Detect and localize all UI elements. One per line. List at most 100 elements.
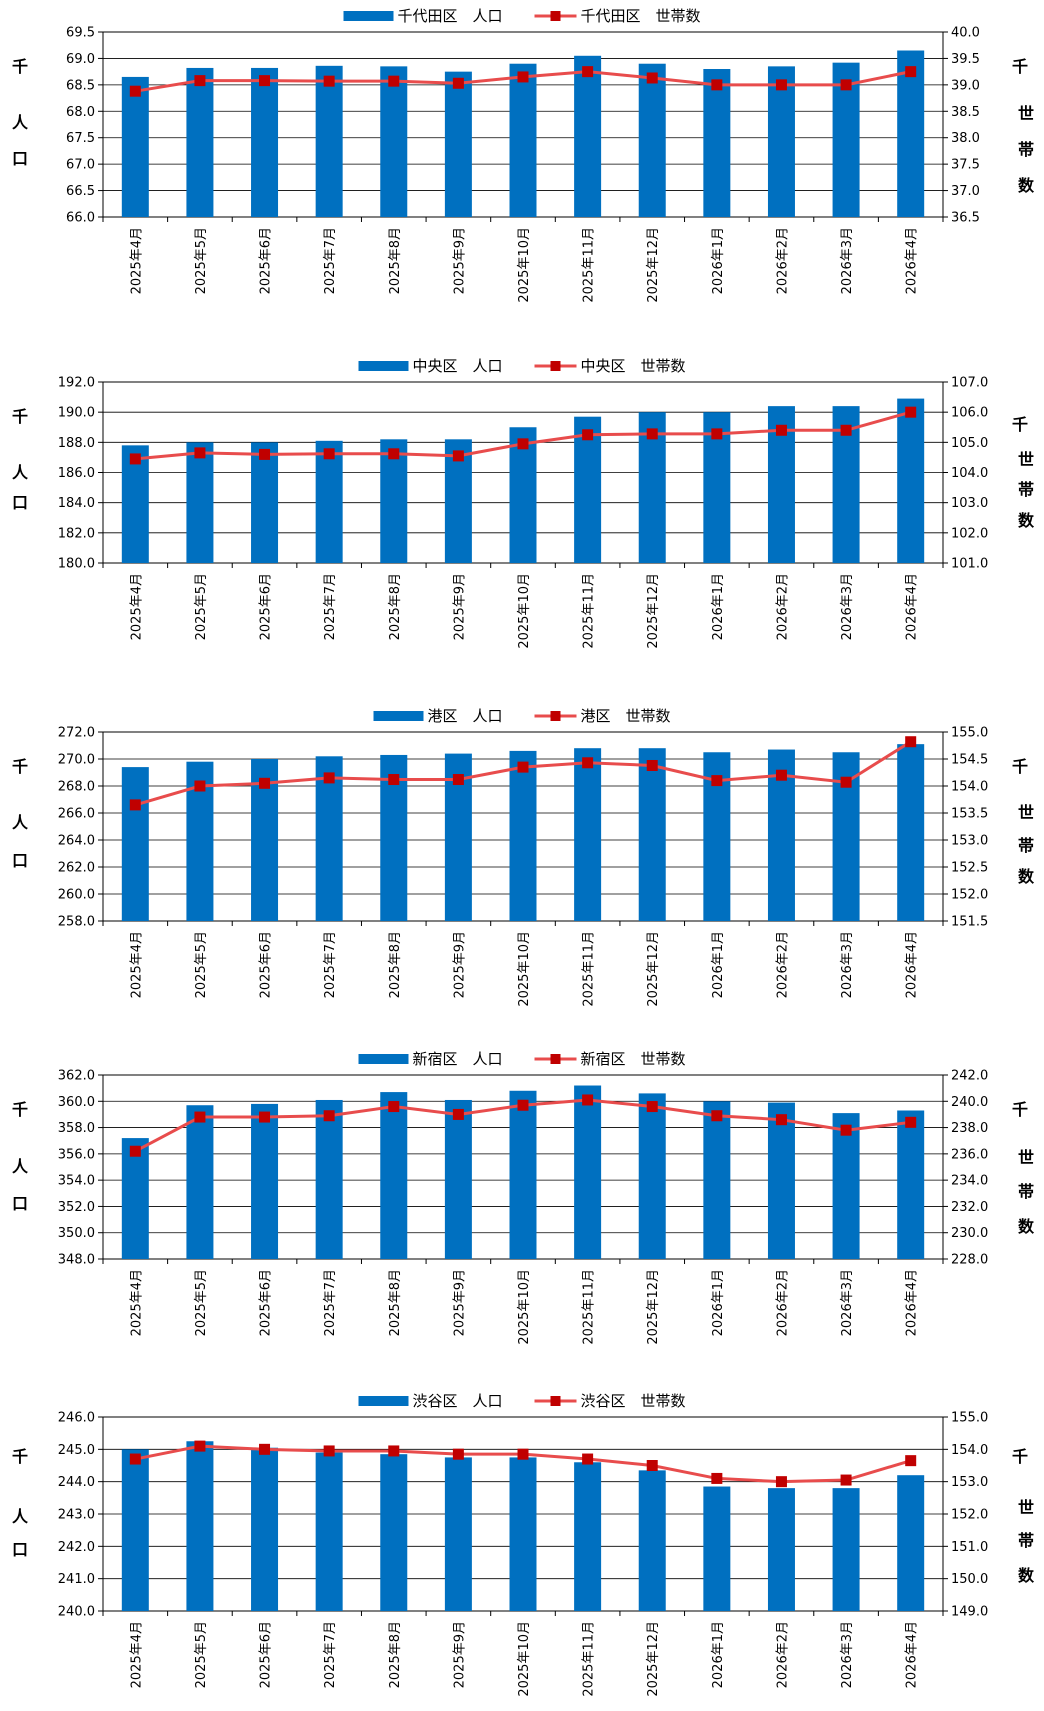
bar	[574, 748, 602, 921]
line-marker	[129, 1453, 141, 1465]
x-tick-label: 2025年10月	[517, 227, 532, 303]
bar	[897, 744, 925, 921]
x-tick-label: 2025年10月	[517, 1269, 532, 1345]
x-tick-label: 2026年1月	[711, 227, 726, 294]
y-left-tick-label: 67.0	[66, 158, 95, 173]
y-right-tick-label: 37.0	[951, 184, 980, 199]
line-marker	[905, 66, 917, 78]
x-tick-label: 2025年9月	[452, 931, 467, 998]
bar	[509, 1457, 537, 1611]
left-unit-label: 千	[12, 1447, 28, 1466]
bar	[251, 67, 279, 217]
line-marker	[840, 1124, 852, 1136]
y-left-tick-label: 186.0	[58, 466, 95, 481]
y-left-tick-label: 268.0	[58, 780, 95, 795]
line-marker	[194, 780, 206, 792]
right-unit-label: 世	[1018, 104, 1034, 123]
y-right-tick-label: 154.5	[951, 753, 988, 768]
x-tick-label: 2026年3月	[840, 1621, 855, 1688]
bar	[509, 63, 537, 217]
y-left-tick-label: 258.0	[58, 915, 95, 930]
line-marker	[905, 736, 917, 748]
line-marker	[646, 1460, 658, 1471]
line-marker	[840, 424, 852, 436]
x-tick-label: 2025年5月	[194, 227, 209, 294]
legend-bar-swatch	[358, 361, 409, 371]
line-marker	[259, 75, 271, 87]
legend-bar-swatch	[373, 711, 424, 721]
line-marker	[259, 777, 271, 789]
right-unit-label: 千	[1012, 415, 1028, 434]
y-left-tick-label: 244.0	[58, 1475, 95, 1490]
x-tick-label: 2025年8月	[388, 573, 403, 640]
y-left-tick-label: 246.0	[58, 1411, 95, 1426]
y-left-tick-label: 240.0	[58, 1605, 95, 1620]
y-right-tick-label: 154.0	[951, 780, 988, 795]
y-left-tick-label: 66.5	[66, 184, 95, 199]
bar	[315, 440, 343, 563]
right-unit-label: 帯	[1018, 480, 1034, 499]
x-tick-label: 2025年4月	[129, 931, 144, 998]
x-tick-label: 2025年5月	[194, 931, 209, 998]
x-tick-label: 2025年11月	[582, 931, 597, 1007]
legend: 中央区 人口 中央区 世帯数	[358, 357, 686, 375]
y-right-tick-label: 228.0	[951, 1253, 988, 1268]
x-tick-label: 2025年12月	[646, 1269, 661, 1345]
legend-line-label: 港区 世帯数	[581, 707, 671, 725]
y-right-tick-label: 103.0	[951, 496, 988, 511]
y-left-tick-label: 358.0	[58, 1121, 95, 1136]
y-right-tick-label: 101.0	[951, 557, 988, 572]
y-left-tick-label: 270.0	[58, 753, 95, 768]
line-marker	[388, 1101, 400, 1113]
line-marker	[194, 75, 206, 87]
legend-bar-swatch	[358, 1396, 409, 1406]
line-marker	[905, 406, 917, 418]
x-tick-label: 2026年2月	[775, 1621, 790, 1688]
legend-line-label: 渋谷区 世帯数	[581, 1392, 686, 1410]
line-marker	[646, 428, 658, 440]
legend-line-label: 中央区 世帯数	[581, 357, 686, 375]
y-right-tick-label: 102.0	[951, 526, 988, 541]
y-left-tick-label: 266.0	[58, 807, 95, 822]
bar	[444, 1457, 472, 1611]
x-tick-label: 2025年7月	[323, 1269, 338, 1336]
x-tick-label: 2025年5月	[194, 573, 209, 640]
x-tick-label: 2025年6月	[259, 1621, 274, 1688]
y-left-tick-label: 190.0	[58, 406, 95, 421]
x-tick-label: 2025年5月	[194, 1621, 209, 1688]
y-right-tick-label: 238.0	[951, 1121, 988, 1136]
line-marker	[711, 1110, 723, 1122]
bar	[315, 65, 343, 217]
line-marker	[323, 448, 335, 460]
bar	[186, 1105, 214, 1259]
y-right-tick-label: 234.0	[951, 1174, 988, 1189]
bar	[315, 756, 343, 921]
right-unit-label: 帯	[1018, 1182, 1034, 1201]
line-marker	[388, 448, 400, 460]
line-marker	[646, 72, 658, 84]
right-unit-label: 世	[1018, 450, 1034, 469]
bar	[767, 1488, 795, 1611]
bar	[574, 1462, 602, 1611]
y-right-tick-label: 152.0	[951, 888, 988, 903]
x-tick-label: 2026年4月	[905, 931, 920, 998]
legend-line-marker	[550, 1054, 561, 1064]
x-tick-label: 2025年7月	[323, 931, 338, 998]
left-unit-label: 千	[12, 757, 28, 776]
line-marker	[646, 1101, 658, 1113]
line-marker	[905, 1455, 917, 1467]
left-unit-label: 人	[12, 813, 29, 832]
x-tick-label: 2026年2月	[775, 573, 790, 640]
line-marker	[775, 1476, 787, 1488]
bar	[121, 76, 149, 217]
left-unit-label: 人	[12, 1157, 29, 1176]
line-marker	[582, 1453, 594, 1465]
y-right-tick-label: 230.0	[951, 1226, 988, 1241]
x-tick-label: 2025年8月	[388, 227, 403, 294]
line-marker	[194, 447, 206, 459]
line-marker	[840, 79, 852, 91]
left-unit-label: 口	[12, 1194, 28, 1213]
y-right-tick-label: 149.0	[951, 1605, 988, 1620]
x-tick-label: 2025年7月	[323, 227, 338, 294]
